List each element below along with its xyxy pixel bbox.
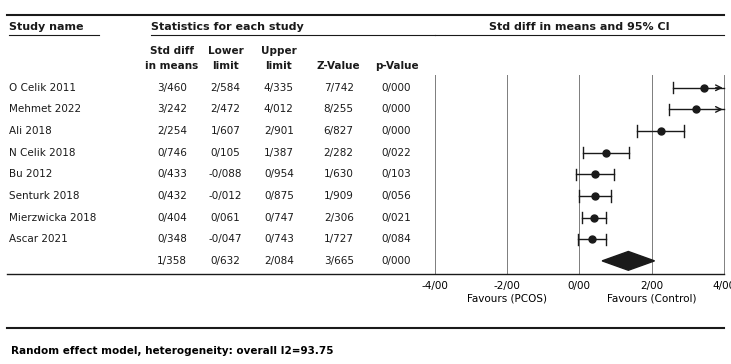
Text: 1/358: 1/358	[157, 256, 187, 266]
Text: 0/061: 0/061	[211, 213, 240, 223]
Text: 0/103: 0/103	[382, 169, 412, 179]
Text: 3/665: 3/665	[324, 256, 354, 266]
Text: 2/282: 2/282	[324, 148, 354, 158]
Text: Ascar 2021: Ascar 2021	[10, 234, 68, 244]
Text: 0/954: 0/954	[264, 169, 294, 179]
Text: 0/00: 0/00	[568, 281, 591, 291]
Text: Favours (Control): Favours (Control)	[607, 294, 696, 304]
Text: Statistics for each study: Statistics for each study	[151, 22, 303, 32]
Text: 0/000: 0/000	[382, 104, 412, 114]
Text: 0/746: 0/746	[157, 148, 187, 158]
Text: -0/012: -0/012	[208, 191, 242, 201]
Text: 0/875: 0/875	[264, 191, 294, 201]
Text: Ali 2018: Ali 2018	[10, 126, 52, 136]
Text: Favours (PCOS): Favours (PCOS)	[467, 294, 547, 304]
Text: 4/012: 4/012	[264, 104, 294, 114]
Text: 4/00: 4/00	[712, 281, 731, 291]
Text: N Celik 2018: N Celik 2018	[10, 148, 76, 158]
Text: -0/047: -0/047	[208, 234, 242, 244]
Text: 0/348: 0/348	[157, 234, 187, 244]
Text: 3/460: 3/460	[157, 83, 187, 93]
Text: 1/909: 1/909	[324, 191, 354, 201]
Text: 2/306: 2/306	[324, 213, 354, 223]
Text: 2/00: 2/00	[640, 281, 663, 291]
Text: 0/743: 0/743	[264, 234, 294, 244]
Text: 1/630: 1/630	[324, 169, 354, 179]
Text: 0/105: 0/105	[211, 148, 240, 158]
Text: 4/335: 4/335	[264, 83, 294, 93]
Text: Upper: Upper	[261, 46, 297, 56]
Text: 2/584: 2/584	[211, 83, 240, 93]
Text: O Celik 2011: O Celik 2011	[10, 83, 77, 93]
Text: 0/000: 0/000	[382, 83, 412, 93]
Text: limit: limit	[265, 61, 292, 71]
Text: Lower: Lower	[208, 46, 243, 56]
Text: Study name: Study name	[10, 22, 84, 32]
Text: 0/747: 0/747	[264, 213, 294, 223]
Text: Std diff: Std diff	[150, 46, 194, 56]
Text: 2/254: 2/254	[157, 126, 187, 136]
Text: 3/242: 3/242	[157, 104, 187, 114]
Text: 0/022: 0/022	[382, 148, 412, 158]
Text: Mehmet 2022: Mehmet 2022	[10, 104, 82, 114]
Text: limit: limit	[212, 61, 239, 71]
Text: 8/255: 8/255	[324, 104, 354, 114]
Text: Senturk 2018: Senturk 2018	[10, 191, 80, 201]
Text: -4/00: -4/00	[422, 281, 448, 291]
Text: 6/827: 6/827	[324, 126, 354, 136]
Text: 1/387: 1/387	[264, 148, 294, 158]
Text: Bu 2012: Bu 2012	[10, 169, 53, 179]
Text: 0/021: 0/021	[382, 213, 412, 223]
Text: 0/000: 0/000	[382, 126, 412, 136]
Text: p-Value: p-Value	[375, 61, 418, 71]
Text: 1/607: 1/607	[211, 126, 240, 136]
Text: 7/742: 7/742	[324, 83, 354, 93]
Text: 0/632: 0/632	[211, 256, 240, 266]
Text: 0/432: 0/432	[157, 191, 187, 201]
Text: 0/000: 0/000	[382, 256, 412, 266]
Text: Z-Value: Z-Value	[317, 61, 360, 71]
Polygon shape	[602, 252, 654, 270]
Text: 2/901: 2/901	[264, 126, 294, 136]
Text: 2/084: 2/084	[264, 256, 294, 266]
Text: 0/056: 0/056	[382, 191, 412, 201]
Text: 1/727: 1/727	[324, 234, 354, 244]
Text: -0/088: -0/088	[208, 169, 242, 179]
Text: 0/433: 0/433	[157, 169, 187, 179]
Text: Mierzwicka 2018: Mierzwicka 2018	[10, 213, 96, 223]
Text: in means: in means	[145, 61, 199, 71]
Text: 2/472: 2/472	[211, 104, 240, 114]
Text: 0/084: 0/084	[382, 234, 412, 244]
Text: Random effect model, heterogeneity: overall I2=93.75: Random effect model, heterogeneity: over…	[11, 346, 333, 356]
Text: 0/404: 0/404	[157, 213, 187, 223]
Text: Std diff in means and 95% CI: Std diff in means and 95% CI	[489, 22, 670, 32]
Text: -2/00: -2/00	[493, 281, 520, 291]
